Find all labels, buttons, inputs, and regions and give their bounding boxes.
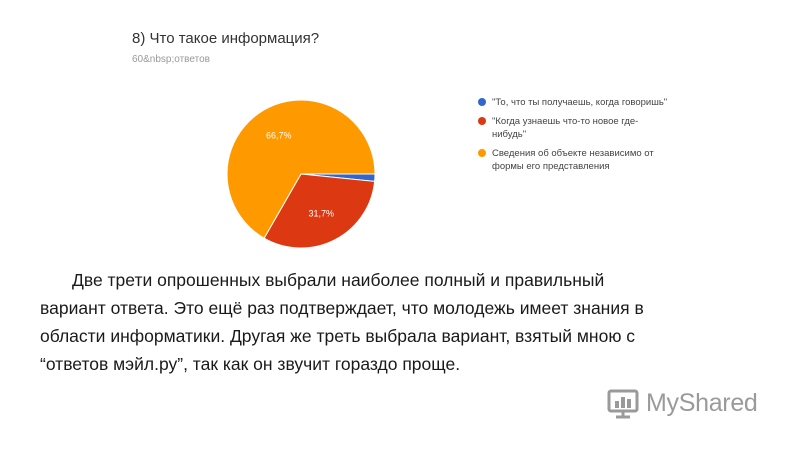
myshared-logo-icon: [607, 389, 639, 419]
legend-label: "Когда узнаешь что-то новое где-нибудь": [492, 116, 639, 140]
pie-slice: [263, 173, 376, 249]
pie-data-label: 66,7%: [266, 131, 292, 141]
legend-marker: [478, 98, 486, 106]
legend-item: "Когда узнаешь что-то новое где-нибудь": [478, 115, 668, 141]
pie-data-label: 31,7%: [309, 208, 335, 218]
text-line: “ответов мэйл.ру”, так как он звучит гор…: [40, 354, 461, 374]
pie-slice: [226, 99, 376, 239]
chart-title: 8) Что такое информация?: [132, 30, 320, 47]
chart-legend: "То, что ты получаешь, когда говоришь" "…: [478, 96, 668, 179]
legend-item: Сведения об объекте независимо от формы …: [478, 147, 668, 173]
legend-label: Сведения об объекте независимо от формы …: [492, 148, 654, 172]
body-paragraph: Две трети опрошенных выбрали наиболее по…: [40, 266, 760, 378]
legend-marker: [478, 117, 486, 125]
text-line: области информатики. Другая же треть выб…: [40, 326, 636, 346]
myshared-watermark: MyShared: [606, 386, 758, 420]
legend-item: "То, что ты получаешь, когда говоришь": [478, 96, 668, 109]
legend-marker: [478, 149, 486, 157]
watermark-text: MyShared: [646, 388, 758, 417]
legend-label: "То, что ты получаешь, когда говоришь": [492, 97, 668, 108]
chart-subtitle: 60&nbsp;ответов: [132, 54, 210, 65]
pie-slice: [300, 173, 376, 182]
text-line: Две трети опрошенных выбрали наиболее по…: [72, 270, 605, 290]
text-line: вариант ответа. Это ещё раз подтверждает…: [40, 298, 644, 318]
